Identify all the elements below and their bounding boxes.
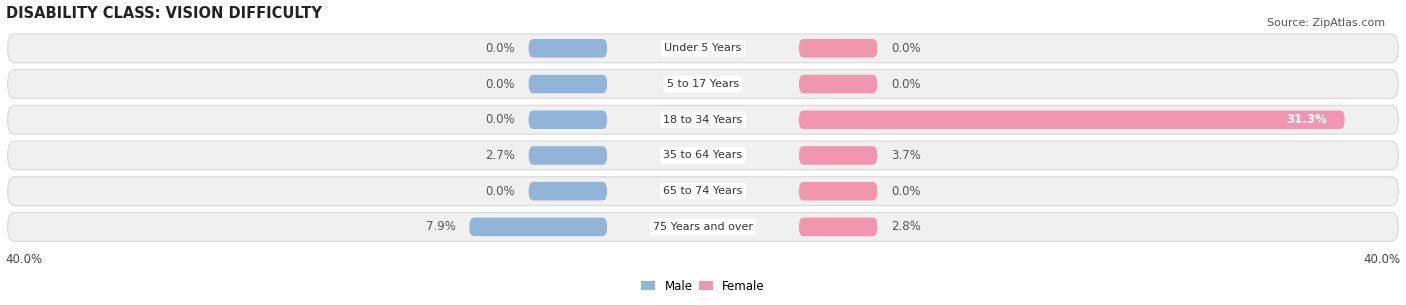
Text: 7.9%: 7.9% [426,221,456,233]
FancyBboxPatch shape [470,217,607,236]
FancyBboxPatch shape [799,110,1344,129]
FancyBboxPatch shape [529,39,607,58]
FancyBboxPatch shape [7,141,1399,170]
Text: 2.8%: 2.8% [891,221,921,233]
FancyBboxPatch shape [7,177,1399,206]
Legend: Male, Female: Male, Female [637,275,769,297]
Text: 0.0%: 0.0% [891,185,921,198]
Text: 0.0%: 0.0% [485,42,515,55]
Text: 31.3%: 31.3% [1286,113,1327,126]
Text: DISABILITY CLASS: VISION DIFFICULTY: DISABILITY CLASS: VISION DIFFICULTY [6,5,322,20]
FancyBboxPatch shape [529,146,607,165]
FancyBboxPatch shape [799,146,877,165]
FancyBboxPatch shape [7,34,1399,63]
Text: 35 to 64 Years: 35 to 64 Years [664,150,742,160]
FancyBboxPatch shape [799,39,877,58]
FancyBboxPatch shape [799,217,877,236]
Text: 3.7%: 3.7% [891,149,921,162]
Text: 75 Years and over: 75 Years and over [652,222,754,232]
FancyBboxPatch shape [7,213,1399,241]
Text: 5 to 17 Years: 5 to 17 Years [666,79,740,89]
Text: 40.0%: 40.0% [6,253,42,266]
Text: 0.0%: 0.0% [891,42,921,55]
Text: Under 5 Years: Under 5 Years [665,43,741,53]
FancyBboxPatch shape [7,105,1399,134]
Text: 40.0%: 40.0% [1364,253,1400,266]
Text: 0.0%: 0.0% [891,77,921,91]
FancyBboxPatch shape [529,75,607,93]
Text: 0.0%: 0.0% [485,113,515,126]
FancyBboxPatch shape [799,75,877,93]
Text: 65 to 74 Years: 65 to 74 Years [664,186,742,196]
FancyBboxPatch shape [529,110,607,129]
Text: 18 to 34 Years: 18 to 34 Years [664,115,742,125]
FancyBboxPatch shape [529,182,607,200]
Text: Source: ZipAtlas.com: Source: ZipAtlas.com [1267,18,1385,28]
FancyBboxPatch shape [799,182,877,200]
Text: 2.7%: 2.7% [485,149,515,162]
Text: 0.0%: 0.0% [485,185,515,198]
FancyBboxPatch shape [7,70,1399,99]
Text: 0.0%: 0.0% [485,77,515,91]
